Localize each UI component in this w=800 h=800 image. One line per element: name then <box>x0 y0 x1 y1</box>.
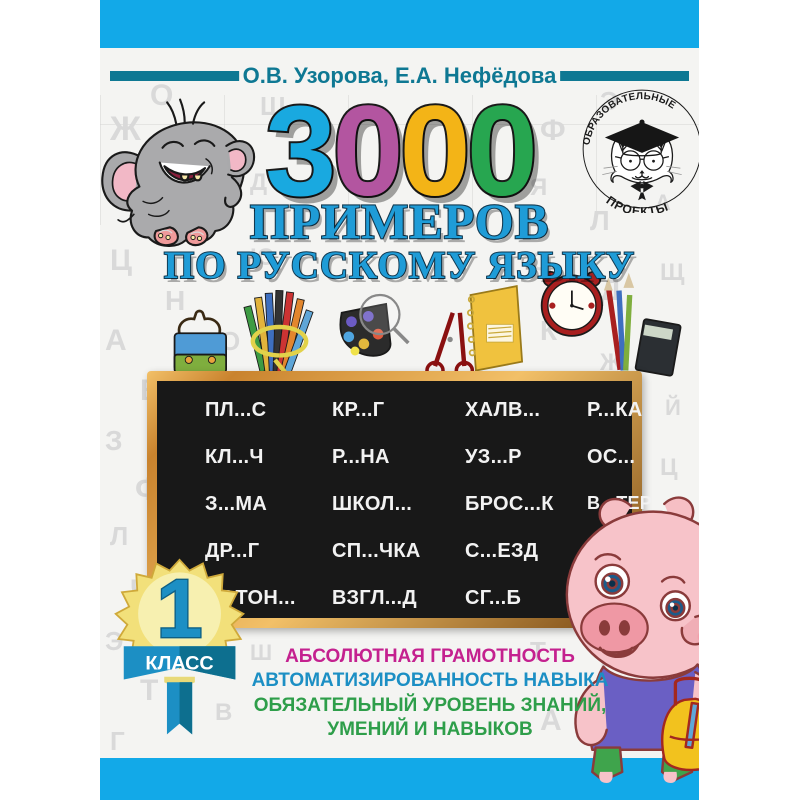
svg-text:Й: Й <box>665 395 681 420</box>
svg-text:З: З <box>105 425 123 456</box>
svg-text:А: А <box>105 324 127 357</box>
svg-text:1: 1 <box>157 562 203 655</box>
svg-text:Л: Л <box>110 521 128 551</box>
svg-text:ПРОЕКТЫ: ПРОЕКТЫ <box>604 193 671 213</box>
svg-text:КЛАСС: КЛАСС <box>145 653 213 675</box>
svg-text:Ц: Ц <box>660 454 678 481</box>
